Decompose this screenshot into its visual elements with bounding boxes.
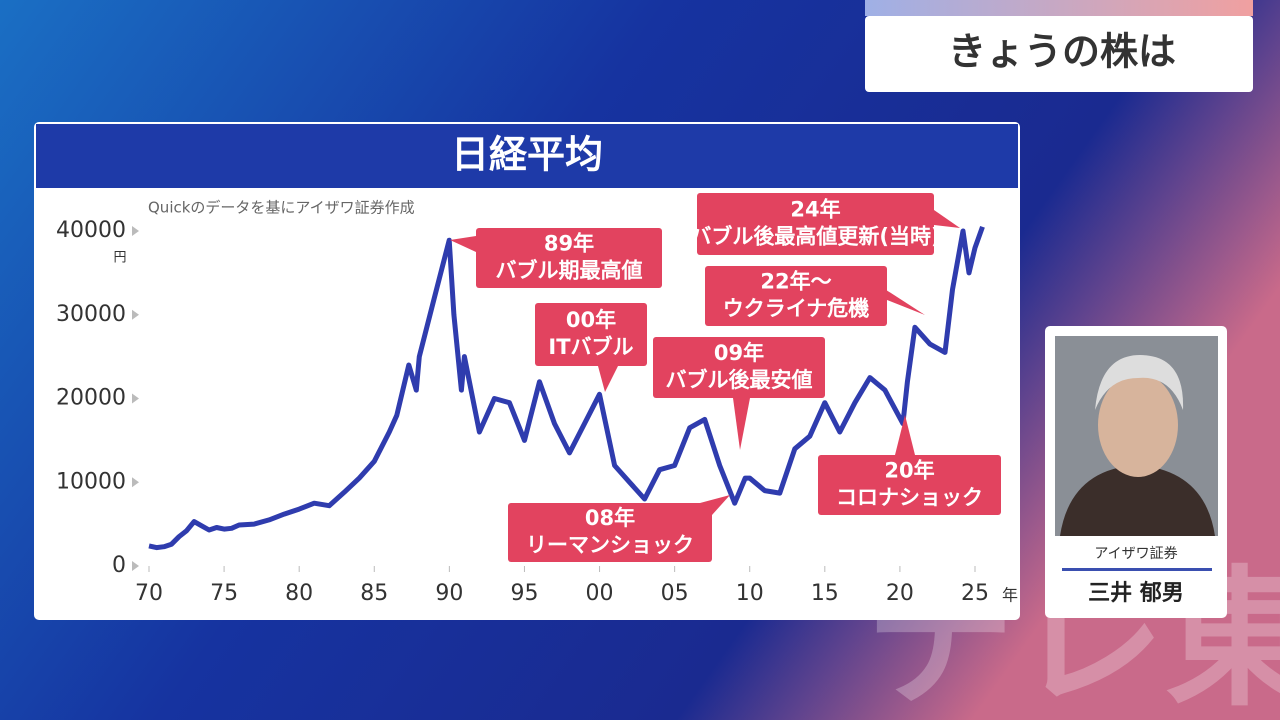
x-unit: 年 xyxy=(1002,586,1018,605)
y-tick-label: 20000 xyxy=(56,386,126,411)
x-tick-label: 80 xyxy=(285,581,313,606)
y-tick-mark xyxy=(132,393,139,404)
annotation-text: 22年〜 xyxy=(760,270,831,294)
annotation-pointer xyxy=(598,366,618,392)
annotation-text: 00年 xyxy=(566,308,616,332)
annotation-text: 08年 xyxy=(585,506,635,530)
annotation-box xyxy=(508,503,712,562)
header-box xyxy=(865,16,1253,92)
x-tick-label: 20 xyxy=(886,581,914,606)
y-tick-label: 30000 xyxy=(56,302,126,327)
x-tick-label: 05 xyxy=(661,581,689,606)
annotation-text: 20年 xyxy=(884,459,934,483)
price-line xyxy=(148,225,985,551)
presenter-name: 三井 郁男 xyxy=(1088,580,1184,606)
x-tick-label: 95 xyxy=(510,581,538,606)
x-tick-label: 70 xyxy=(135,581,163,606)
annotation-box xyxy=(705,266,887,326)
annotation-box xyxy=(476,228,662,288)
header-accent xyxy=(865,0,1253,16)
x-tick-label: 90 xyxy=(435,581,463,606)
annotation-pointer xyxy=(934,210,960,228)
annotation-box xyxy=(697,193,934,255)
annotation-pointer xyxy=(450,236,476,252)
annotation-text: ウクライナ危機 xyxy=(723,297,870,321)
annotation-pointer xyxy=(895,415,915,455)
annotation-text: バブル期最高値 xyxy=(496,259,643,283)
presenter-divider xyxy=(1062,568,1212,571)
x-tick-label: 10 xyxy=(736,581,764,606)
annotation-text: リーマンショック xyxy=(526,533,694,557)
annotation-text: バブル後最安値 xyxy=(666,368,813,392)
annotation-text: 89年 xyxy=(544,232,594,256)
annotation-text: 09年 xyxy=(714,341,764,365)
x-tick-label: 15 xyxy=(811,581,839,606)
y-tick-label: 10000 xyxy=(56,469,126,494)
y-tick-mark xyxy=(132,309,139,320)
annotation-text: 24年 xyxy=(790,198,840,222)
source-note: Quickのデータを基にアイザワ証券作成 xyxy=(148,199,415,217)
photo-body xyxy=(1060,465,1215,536)
annotation-box xyxy=(653,337,825,398)
annotation-text: バブル後最高値更新(当時) xyxy=(690,225,940,249)
chart-title: 日経平均 xyxy=(451,133,603,177)
x-tick-label: 00 xyxy=(586,581,614,606)
annotation-box xyxy=(818,455,1001,515)
chart-header xyxy=(36,124,1018,188)
annotation-text: ITバブル xyxy=(548,335,633,359)
annotation-text: コロナショック xyxy=(836,486,983,510)
photo-hair xyxy=(1095,355,1184,410)
photo-face xyxy=(1098,373,1178,477)
y-unit: 円 xyxy=(113,251,126,266)
y-tick-mark xyxy=(132,561,139,571)
y-tick-mark xyxy=(132,226,139,236)
y-tick-label: 40000 xyxy=(56,218,126,243)
x-tick-label: 85 xyxy=(360,581,388,606)
annotation-pointer xyxy=(733,398,750,450)
x-tick-label: 25 xyxy=(961,581,989,606)
y-tick-mark xyxy=(132,477,139,488)
header-title: きょうの株は xyxy=(948,30,1176,74)
presenter-company: アイザワ証券 xyxy=(1094,546,1177,562)
plot: 0 10000 20000 30000 40000 70 75 80 85 90 95 00 05 10 1… xyxy=(56,193,1001,606)
x-tick-label: 75 xyxy=(210,581,238,606)
annotation-pointer xyxy=(880,286,925,315)
y-tick-label: 0 xyxy=(112,553,126,578)
annotation-box xyxy=(535,303,647,366)
